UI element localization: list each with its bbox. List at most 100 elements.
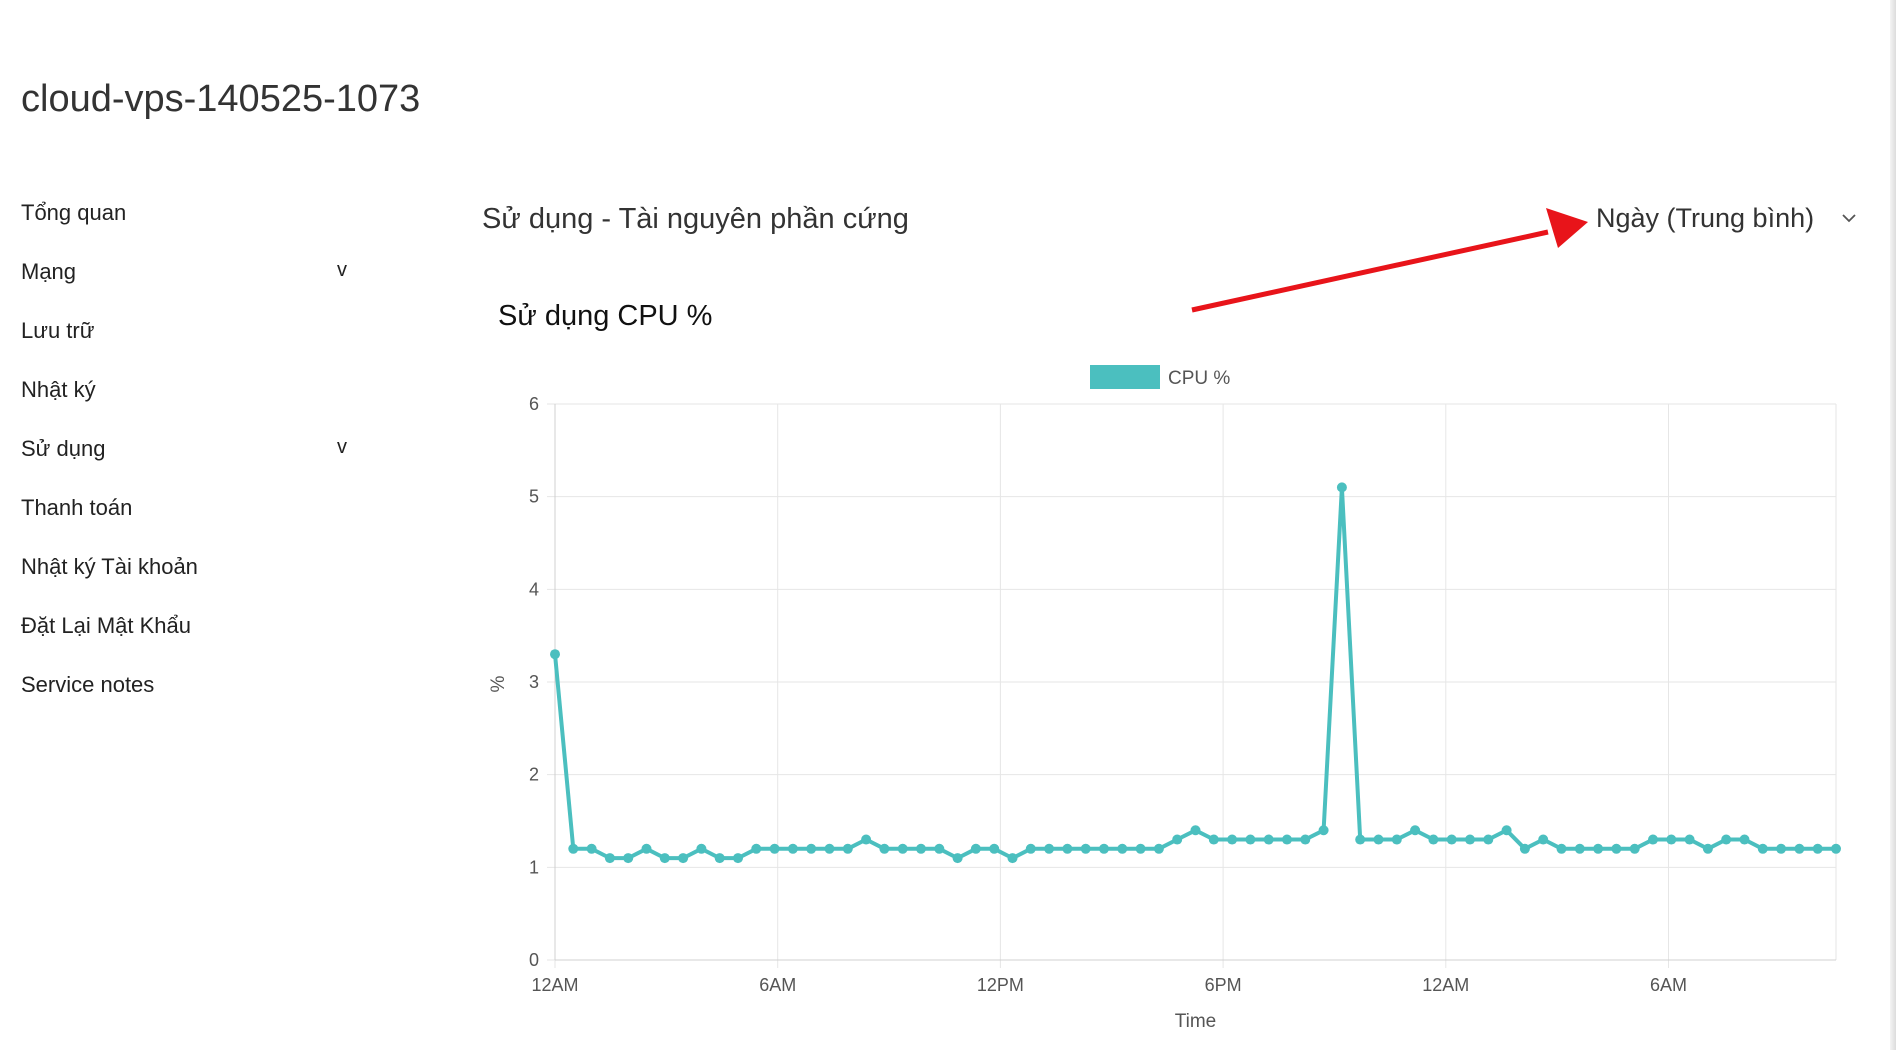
data-point xyxy=(1282,834,1292,845)
sidebar-item-label: Lưu trữ xyxy=(21,318,95,343)
window-scroll-edge xyxy=(1890,0,1896,1050)
data-point xyxy=(568,843,579,854)
sidebar-item-label: Service notes xyxy=(21,672,155,697)
data-point xyxy=(733,853,743,864)
sidebar-item-label: Thanh toán xyxy=(21,495,133,520)
data-point xyxy=(1263,834,1274,845)
data-point xyxy=(1629,843,1640,854)
data-point xyxy=(824,843,835,854)
data-point xyxy=(1099,843,1109,854)
sidebar-item-label: Đặt Lại Mật Khẩu xyxy=(21,613,191,638)
data-point xyxy=(678,853,689,864)
data-point xyxy=(1812,843,1823,854)
data-point xyxy=(586,843,597,854)
y-tick-label: 2 xyxy=(529,765,539,785)
data-point xyxy=(1465,834,1475,845)
x-axis-title: Time xyxy=(1175,1011,1217,1032)
y-tick-label: 1 xyxy=(529,857,539,877)
data-point xyxy=(1446,834,1457,845)
section-title: Sử dụng - Tài nguyên phần cứng xyxy=(482,203,909,235)
data-point xyxy=(916,843,926,854)
sidebar-item-usage[interactable]: Sử dụng v xyxy=(21,436,361,495)
sidebar-item-label: Sử dụng xyxy=(21,436,106,461)
data-point xyxy=(1611,843,1622,854)
data-point xyxy=(1519,843,1530,854)
y-tick-label: 5 xyxy=(529,487,539,507)
data-point xyxy=(1684,834,1695,845)
sidebar-item-billing[interactable]: Thanh toán xyxy=(21,495,361,554)
period-select[interactable]: Ngày (Trung bình) xyxy=(1580,203,1860,245)
data-point xyxy=(1757,843,1768,854)
period-select-value: Ngày (Trung bình) xyxy=(1596,203,1815,233)
data-point xyxy=(1190,825,1201,836)
sidebar-item-reset-password[interactable]: Đặt Lại Mật Khẩu xyxy=(21,613,361,672)
sidebar-item-label: Nhật ký xyxy=(21,377,96,402)
sidebar-item-label: Tổng quan xyxy=(21,200,127,225)
data-point xyxy=(1831,843,1841,854)
data-point xyxy=(1355,834,1366,845)
data-point xyxy=(1080,843,1091,854)
expand-icon[interactable]: v xyxy=(337,259,347,281)
y-tick-label: 3 xyxy=(529,672,539,692)
data-point xyxy=(1391,834,1402,845)
page-title: cloud-vps-140525-1073 xyxy=(21,78,421,120)
data-point xyxy=(1172,834,1183,845)
data-point xyxy=(1776,843,1787,854)
data-point xyxy=(1593,843,1604,854)
data-point xyxy=(1574,843,1585,854)
data-point xyxy=(1739,834,1750,845)
data-point xyxy=(861,834,872,845)
data-point xyxy=(989,843,1000,854)
data-point xyxy=(714,853,725,864)
chevron-down-icon xyxy=(1842,214,1856,223)
y-tick-label: 0 xyxy=(529,950,539,970)
y-axis-title: % xyxy=(488,675,509,692)
x-tick-label: 6AM xyxy=(759,975,796,995)
data-point xyxy=(1208,834,1219,845)
data-point xyxy=(970,843,981,854)
sidebar-nav: Tổng quan Mạng v Lưu trữ Nhật ký Sử dụng… xyxy=(21,200,361,731)
data-point xyxy=(623,853,634,864)
data-point xyxy=(1373,834,1384,845)
data-point xyxy=(696,843,707,854)
x-tick-label: 12AM xyxy=(1422,975,1469,995)
data-point xyxy=(1666,834,1677,845)
data-point xyxy=(769,843,780,854)
data-point xyxy=(879,843,890,854)
data-point xyxy=(659,853,670,864)
data-point xyxy=(1044,843,1055,854)
sidebar-item-label: Mạng xyxy=(21,259,77,284)
sidebar-item-logs[interactable]: Nhật ký xyxy=(21,377,361,436)
sidebar-item-service-notes[interactable]: Service notes xyxy=(21,672,361,731)
data-point xyxy=(751,843,762,854)
data-point xyxy=(1556,843,1567,854)
data-point xyxy=(842,843,853,854)
y-tick-label: 4 xyxy=(529,579,539,599)
x-tick-label: 6AM xyxy=(1650,975,1687,995)
sidebar-item-label: Nhật ký Tài khoản xyxy=(21,554,198,579)
data-point xyxy=(604,853,615,864)
data-point xyxy=(1702,843,1713,854)
data-point xyxy=(1483,834,1494,845)
data-point xyxy=(1227,834,1238,845)
sidebar-item-account-logs[interactable]: Nhật ký Tài khoản xyxy=(21,554,361,613)
data-point xyxy=(1794,843,1805,854)
chart-title: Sử dụng CPU % xyxy=(498,300,713,332)
x-tick-label: 12PM xyxy=(977,975,1024,995)
expand-icon[interactable]: v xyxy=(337,436,347,458)
sidebar-item-storage[interactable]: Lưu trữ xyxy=(21,318,361,377)
data-point xyxy=(1007,853,1018,864)
sidebar-item-overview[interactable]: Tổng quan xyxy=(21,200,361,259)
x-tick-label: 6PM xyxy=(1205,975,1242,995)
data-point xyxy=(787,843,798,854)
data-point xyxy=(1153,843,1164,854)
sidebar-item-network[interactable]: Mạng v xyxy=(21,259,361,318)
data-point xyxy=(1428,834,1439,845)
data-point xyxy=(550,649,560,660)
data-point xyxy=(934,843,945,854)
data-point xyxy=(1721,834,1732,845)
data-point xyxy=(641,843,652,854)
data-point xyxy=(1117,843,1128,854)
data-point xyxy=(1501,825,1512,836)
